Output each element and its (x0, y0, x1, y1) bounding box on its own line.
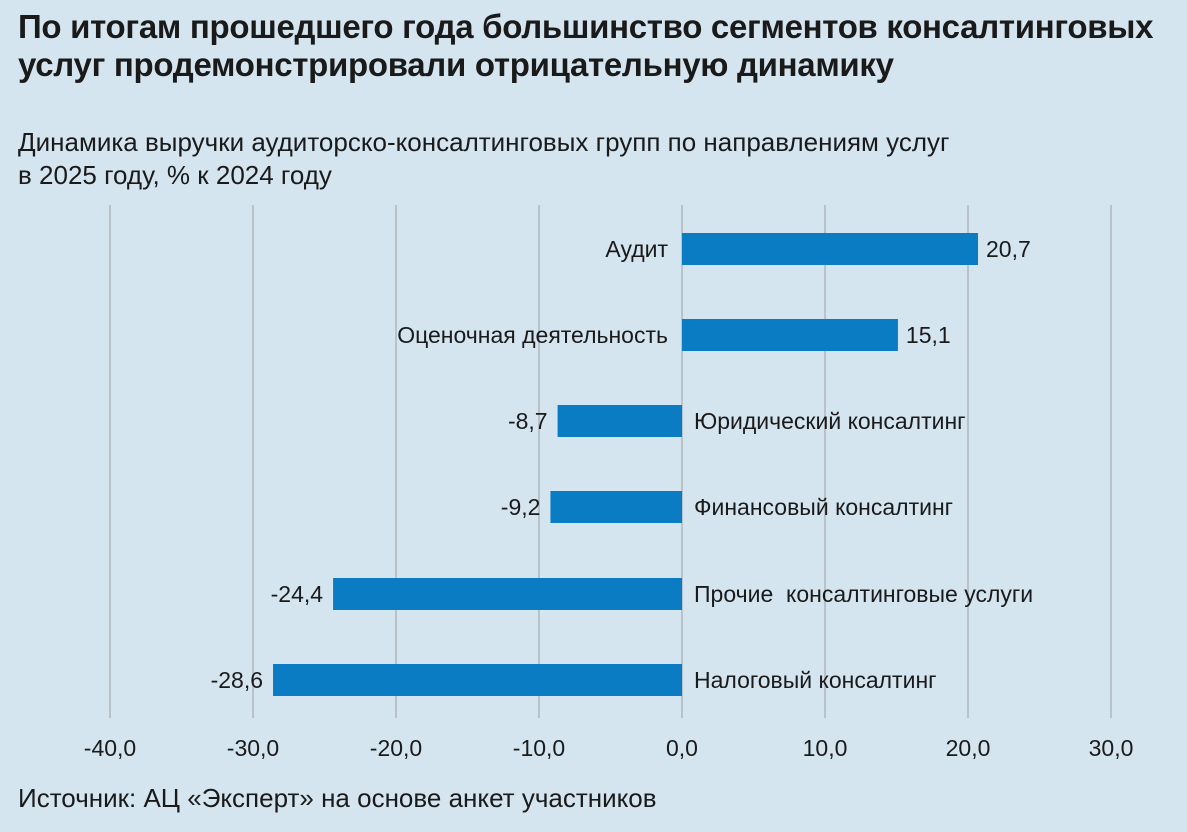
data-label: -8,7 (508, 408, 548, 434)
bar (682, 233, 979, 265)
x-tick-label: -10,0 (513, 735, 565, 761)
bars (273, 233, 979, 696)
category-label: Юридический консалтинг (694, 408, 966, 434)
data-label: 15,1 (906, 322, 951, 348)
x-tick-label: -40,0 (84, 735, 136, 761)
x-axis-ticks: -40,0 -30,0 -20,0 -10,0 0,0 10,0 20,0 30,0 (84, 735, 1134, 761)
bar (273, 664, 682, 696)
category-label: Финансовый консалтинг (694, 494, 953, 520)
category-label: Аудит (605, 236, 668, 262)
gridlines (109, 205, 1112, 718)
x-tick-label: 30,0 (1089, 735, 1134, 761)
x-tick-label: 10,0 (803, 735, 848, 761)
category-label: Прочие консалтинговые услуги (694, 581, 1033, 607)
bar (550, 491, 682, 523)
subtitle-line-1: Динамика выручки аудиторско-консалтингов… (18, 127, 950, 157)
data-label: -28,6 (211, 667, 263, 693)
x-tick-label: -20,0 (370, 735, 422, 761)
chart-title: По итогам прошедшего года большинство се… (18, 8, 1154, 83)
labels: 20,7 Аудит 15,1 Оценочная деятельность -8,7 Ю… (211, 236, 1034, 693)
data-label: -9,2 (501, 494, 541, 520)
x-tick-label: 0,0 (666, 735, 698, 761)
source-note: Источник: АЦ «Эксперт» на основе анкет у… (18, 783, 657, 813)
subtitle-line-2: в 2025 году, % к 2024 году (18, 160, 332, 190)
x-tick-label: 20,0 (946, 735, 991, 761)
bar (333, 578, 682, 610)
bar (557, 405, 682, 437)
data-label: 20,7 (986, 236, 1031, 262)
data-label: -24,4 (271, 581, 324, 607)
category-label: Оценочная деятельность (397, 322, 668, 348)
chart-subtitle: Динамика выручки аудиторско-консалтингов… (18, 126, 1168, 192)
category-label: Налоговый консалтинг (694, 667, 937, 693)
bar (682, 319, 898, 351)
x-tick-label: -30,0 (227, 735, 279, 761)
